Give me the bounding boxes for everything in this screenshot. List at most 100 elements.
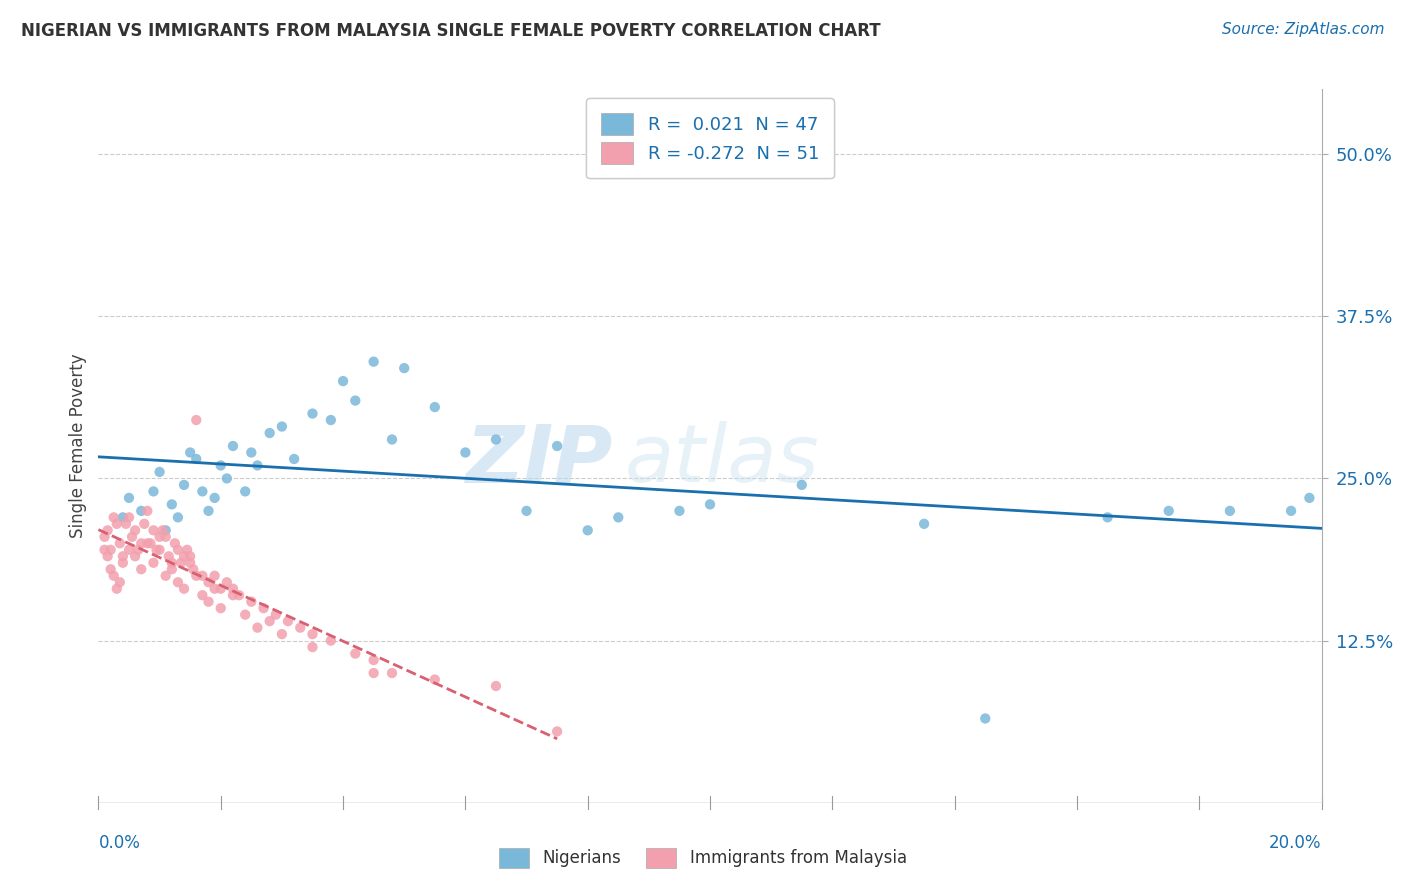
- Point: [155, 568, 177, 582]
- Point: [97, 549, 120, 564]
- Point: [136, 504, 159, 518]
- Point: [1097, 510, 1119, 524]
- Point: [485, 433, 508, 447]
- Point: [176, 542, 198, 557]
- Point: [121, 530, 143, 544]
- Point: [301, 407, 323, 421]
- Text: Source: ZipAtlas.com: Source: ZipAtlas.com: [1222, 22, 1385, 37]
- Point: [179, 556, 201, 570]
- Y-axis label: Single Female Poverty: Single Female Poverty: [69, 354, 87, 538]
- Point: [124, 549, 146, 564]
- Point: [252, 601, 274, 615]
- Point: [270, 627, 294, 641]
- Point: [222, 439, 245, 453]
- Point: [423, 673, 446, 687]
- Point: [546, 724, 568, 739]
- Point: [142, 484, 165, 499]
- Point: [283, 452, 305, 467]
- Point: [974, 711, 997, 725]
- Point: [167, 542, 190, 557]
- Point: [259, 425, 281, 440]
- Point: [576, 524, 599, 538]
- Point: [105, 516, 128, 531]
- Point: [516, 504, 538, 518]
- Text: ZIP: ZIP: [465, 421, 612, 500]
- Point: [423, 400, 446, 414]
- Point: [381, 433, 404, 447]
- Point: [191, 588, 214, 602]
- Point: [1219, 504, 1241, 518]
- Point: [790, 478, 813, 492]
- Point: [111, 510, 134, 524]
- Point: [240, 595, 263, 609]
- Point: [149, 465, 172, 479]
- Point: [222, 588, 245, 602]
- Point: [204, 568, 226, 582]
- Point: [118, 510, 141, 524]
- Point: [152, 524, 174, 538]
- Point: [1157, 504, 1180, 518]
- Text: 20.0%: 20.0%: [1270, 834, 1322, 852]
- Point: [142, 556, 165, 570]
- Point: [145, 542, 167, 557]
- Point: [134, 516, 156, 531]
- Point: [912, 516, 935, 531]
- Point: [215, 575, 238, 590]
- Point: [139, 536, 162, 550]
- Point: [363, 653, 385, 667]
- Point: [204, 491, 226, 505]
- Point: [233, 484, 256, 499]
- Point: [332, 374, 354, 388]
- Point: [118, 491, 141, 505]
- Point: [319, 413, 342, 427]
- Point: [222, 582, 245, 596]
- Point: [173, 582, 195, 596]
- Point: [129, 562, 152, 576]
- Point: [215, 471, 238, 485]
- Point: [142, 524, 165, 538]
- Point: [233, 607, 256, 622]
- Point: [246, 621, 269, 635]
- Point: [186, 413, 208, 427]
- Text: atlas: atlas: [624, 421, 820, 500]
- Point: [1279, 504, 1302, 518]
- Point: [111, 549, 134, 564]
- Point: [93, 530, 115, 544]
- Legend: Nigerians, Immigrants from Malaysia: Nigerians, Immigrants from Malaysia: [492, 841, 914, 875]
- Point: [155, 530, 177, 544]
- Point: [264, 607, 287, 622]
- Point: [157, 549, 180, 564]
- Point: [228, 588, 250, 602]
- Text: 0.0%: 0.0%: [98, 834, 141, 852]
- Point: [163, 536, 186, 550]
- Point: [108, 536, 131, 550]
- Point: [301, 627, 323, 641]
- Point: [290, 621, 312, 635]
- Point: [149, 530, 172, 544]
- Point: [363, 666, 385, 681]
- Point: [197, 504, 219, 518]
- Point: [270, 419, 294, 434]
- Point: [179, 549, 201, 564]
- Point: [173, 549, 195, 564]
- Point: [186, 452, 208, 467]
- Point: [607, 510, 630, 524]
- Point: [179, 445, 201, 459]
- Point: [136, 536, 159, 550]
- Point: [1298, 491, 1320, 505]
- Point: [115, 516, 138, 531]
- Point: [111, 556, 134, 570]
- Point: [170, 556, 193, 570]
- Point: [167, 510, 190, 524]
- Point: [485, 679, 508, 693]
- Point: [100, 542, 122, 557]
- Point: [173, 478, 195, 492]
- Point: [363, 354, 385, 368]
- Point: [246, 458, 269, 473]
- Point: [381, 666, 404, 681]
- Text: NIGERIAN VS IMMIGRANTS FROM MALAYSIA SINGLE FEMALE POVERTY CORRELATION CHART: NIGERIAN VS IMMIGRANTS FROM MALAYSIA SIN…: [21, 22, 880, 40]
- Point: [197, 575, 219, 590]
- Point: [129, 504, 152, 518]
- Point: [209, 582, 232, 596]
- Point: [100, 562, 122, 576]
